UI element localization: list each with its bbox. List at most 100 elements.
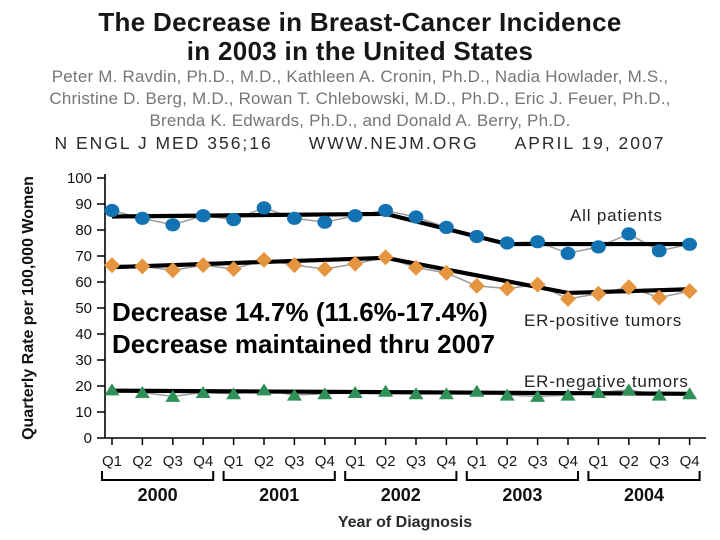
year-bracket [344,471,458,481]
author-list: Peter M. Ravdin, Ph.D., M.D., Kathleen A… [0,66,720,132]
journal-citation-url: WWW.NEJM.ORG [308,133,479,153]
x-tick-label: Q3 [406,453,426,470]
decrease-annotation-line1: Decrease 14.7% (11.6%-17.4%) [112,297,488,327]
data-point-all-patients [135,211,150,225]
y-tick-label: 20 [75,378,92,395]
series-label-all-patients: All patients [570,206,663,225]
journal-citation-ref: N ENGL J MED 356;16 [54,133,273,153]
data-point-er-negative-tumors [317,387,333,400]
data-point-all-patients [591,240,606,254]
data-point-all-patients [439,220,454,234]
x-tick-label: Q1 [102,453,122,470]
data-point-er-negative-tumors [286,388,302,401]
data-point-all-patients [104,203,120,218]
decrease-annotation: Decrease 14.7% (11.6%-17.4%) Decrease ma… [112,296,542,360]
slide-title-line1: The Decrease in Breast-Cancer Incidence [98,7,622,37]
x-tick-label: Q3 [528,453,548,470]
data-point-all-patients [287,211,302,225]
data-point-all-patients [682,237,697,251]
data-point-all-patients [560,246,576,260]
data-point-er-negative-tumors [590,386,606,398]
data-point-er-positive-tumors [408,259,424,276]
data-point-er-positive-tumors [468,277,485,294]
y-tick-label: 80 [75,222,92,239]
data-point-er-negative-tumors [347,386,363,398]
x-tick-label: Q2 [497,453,517,470]
data-point-all-patients [408,210,424,224]
x-tick-label: Q4 [193,453,213,470]
x-tick-label: Q1 [588,453,608,470]
y-tick-label: 0 [84,430,92,447]
year-label: 2000 [138,485,178,505]
data-point-er-positive-tumors [256,251,272,268]
data-point-er-positive-tumors [377,249,394,266]
data-point-er-negative-tumors [195,386,211,398]
y-tick-label: 30 [75,352,92,369]
data-point-er-negative-tumors [408,387,424,400]
year-label: 2004 [624,485,664,505]
data-point-er-positive-tumors [651,289,668,306]
x-tick-label: Q1 [345,453,365,470]
data-point-er-negative-tumors [104,383,120,396]
slide-title-line2: in 2003 in the United States [186,36,534,66]
x-tick-label: Q4 [436,453,456,470]
data-point-er-negative-tumors [256,383,272,396]
data-point-all-patients [651,244,667,258]
data-point-er-positive-tumors [620,279,637,296]
data-point-er-positive-tumors [316,261,333,277]
data-point-er-positive-tumors [164,262,181,279]
x-tick-label: Q4 [315,453,335,470]
series-label-er-negative: ER-negative tumors [524,372,689,391]
x-tick-label: Q4 [558,453,578,470]
trend-line-er-negative-tumors [111,388,690,396]
data-point-er-negative-tumors [469,384,485,397]
author-line: Christine D. Berg, M.D., Rowan T. Chlebo… [49,89,671,108]
data-point-er-positive-tumors [499,280,516,297]
decrease-annotation-line2: Decrease maintained thru 2007 [112,329,495,359]
x-tick-label: Q1 [467,453,487,470]
data-point-all-patients [378,203,393,218]
data-point-er-negative-tumors [438,387,454,400]
year-label: 2002 [381,485,421,505]
x-tick-label: Q3 [163,453,183,470]
author-line: Brenda K. Edwards, Ph.D., and Donald A. … [149,111,571,130]
x-tick-label: Q2 [376,453,396,470]
data-point-all-patients [347,209,363,223]
year-bracket [465,471,579,481]
data-point-er-positive-tumors [560,290,576,307]
data-point-er-positive-tumors [529,276,546,293]
data-point-er-positive-tumors [195,257,212,274]
data-point-er-positive-tumors [438,264,455,281]
x-tick-label: Q4 [680,453,700,470]
journal-citation: N ENGL J MED 356;16 WWW.NEJM.ORG APRIL 1… [0,133,720,154]
data-point-er-positive-tumors [104,257,120,274]
y-tick-label: 10 [75,404,92,421]
year-bracket [222,471,336,481]
data-point-er-negative-tumors [378,384,394,397]
x-axis-title: Year of Diagnosis [338,514,472,531]
x-tick-label: Q2 [132,453,152,470]
data-point-all-patients [499,236,515,250]
data-point-all-patients [195,209,211,223]
data-point-er-negative-tumors [560,388,576,401]
series-label-er-positive: ER-positive tumors [524,311,682,330]
x-tick-label: Q2 [254,453,274,470]
x-tick-label: Q3 [284,453,304,470]
author-line: Peter M. Ravdin, Ph.D., M.D., Kathleen A… [51,67,669,86]
year-label: 2003 [502,485,542,505]
y-tick-label: 50 [75,300,92,317]
x-tick-label: Q2 [619,453,639,470]
data-point-all-patients [256,201,272,215]
y-tick-label: 70 [75,248,92,265]
data-point-er-negative-tumors [651,388,667,401]
y-tick-label: 60 [75,274,92,291]
data-point-er-negative-tumors [530,389,546,402]
y-axis-title: Quarterly Rate per 100,000 Women [20,176,37,440]
data-point-er-negative-tumors [682,387,698,400]
data-point-all-patients [621,227,637,241]
journal-citation-date: APRIL 19, 2007 [514,133,666,153]
data-point-er-negative-tumors [621,383,637,396]
data-point-all-patients [530,235,545,249]
data-point-er-positive-tumors [286,257,303,274]
